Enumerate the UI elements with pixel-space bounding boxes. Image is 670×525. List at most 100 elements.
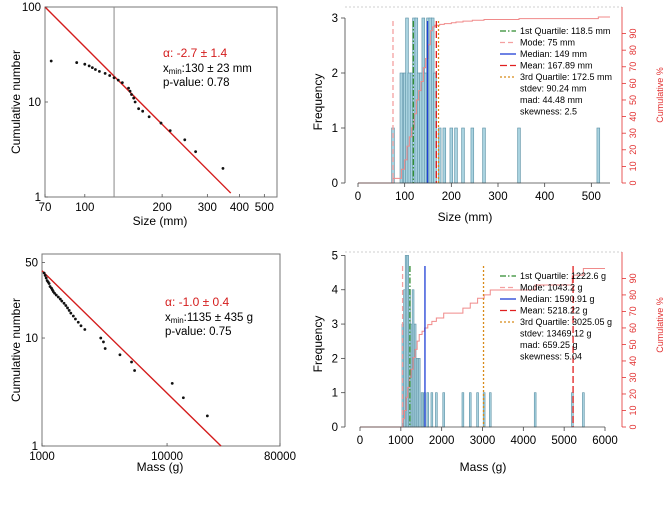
histogram-bar (435, 392, 438, 428)
stats-text: stdev: 13469.12 g (520, 329, 592, 339)
data-point (64, 304, 68, 307)
x-tick-label: 300 (488, 191, 507, 203)
x-tick-label: 500 (255, 202, 274, 214)
data-point (103, 347, 107, 350)
legend-label: 1st Quartile: 1222.6 g (520, 271, 606, 281)
data-point (205, 414, 209, 418)
y2-tick-label: 20 (628, 389, 638, 399)
histogram-bar (482, 392, 486, 428)
histogram-bar (461, 127, 465, 184)
size-powerlaw-panel: 70 100 200 300 400 500 1 10 100 Size (mm) Cumula… (9, 2, 278, 228)
y2-tick-label: 30 (628, 128, 638, 138)
y2-tick-label: 60 (628, 323, 638, 333)
data-point (54, 293, 58, 297)
x-axis-label: Size (mm) (438, 210, 493, 224)
legend-label: Mean: 5218.22 g (520, 306, 588, 316)
stats-text: mad: 44.48 mm (520, 95, 583, 105)
histogram-bar (449, 127, 454, 184)
xmin-prefix: x (163, 63, 169, 75)
legend-label: 1st Quartile: 118.5 mm (520, 26, 610, 36)
mass-powerlaw-panel: 1000 10000 80000 1 10 50 Mass (g) Cumulative … (9, 253, 296, 474)
x-tick-label: 400 (230, 202, 249, 214)
x-tick-label: 80000 (264, 451, 296, 463)
x-tick-label: 100 (75, 202, 94, 214)
data-point (56, 295, 60, 299)
y2-tick-label: 50 (628, 95, 638, 105)
x-axis-label: Mass (g) (460, 460, 507, 474)
histogram-bar (533, 392, 537, 428)
data-point (159, 121, 163, 125)
y-tick-label: 50 (25, 258, 38, 270)
xmin-annotation: xmin:1135 ± 435 g (165, 312, 253, 325)
y-axis-label: Cumulative number (9, 50, 23, 154)
pvalue-annotation: p-value: 0.75 (165, 326, 232, 338)
data-point (128, 89, 132, 93)
data-point (181, 396, 185, 400)
xmin-value: :1135 ± 435 g (184, 312, 253, 324)
histogram-bar (442, 392, 445, 428)
stats-text: skewness: 5.04 (520, 352, 582, 362)
x-tick-label: 1000 (29, 451, 55, 463)
data-point (83, 62, 87, 66)
data-point (112, 76, 116, 80)
plot-frame (44, 6, 278, 198)
x-tick-label: 70 (39, 202, 52, 214)
data-point (67, 309, 71, 312)
data-point (83, 328, 87, 331)
size-histogram-panel: 0 100 200 300 400 50001230102030405060708090 … (311, 6, 665, 224)
data-point (62, 301, 66, 305)
histogram-bar (413, 323, 417, 428)
x-tick-label: 200 (442, 191, 461, 203)
data-point (42, 271, 46, 275)
legend-label: Mode: 1043.2 g (520, 283, 583, 293)
axis-ticks: 0 1000 2000 3000 4000 5000 6000012345010203040… (332, 250, 638, 447)
data-point (108, 74, 112, 77)
x-tick-label: 0 (357, 435, 363, 447)
alpha-annotation: α: -1.0 ± 0.4 (165, 295, 230, 309)
data-point (130, 360, 133, 364)
data-point (147, 115, 151, 119)
histogram-bar (596, 127, 601, 184)
data-point (168, 129, 172, 132)
data-point (87, 64, 91, 68)
histogram-bar (454, 127, 458, 184)
data-point (132, 96, 136, 100)
y-tick-label: 10 (28, 97, 41, 109)
y-axis-label: Frequency (311, 316, 325, 373)
y2-tick-label: 40 (628, 112, 638, 122)
data-point (221, 167, 225, 170)
data-point (60, 299, 64, 303)
histogram-bar (442, 127, 447, 184)
data-point (53, 291, 56, 295)
histogram-bar (482, 127, 486, 184)
data-point (99, 336, 103, 340)
fit-line (41, 270, 222, 447)
plot-marks (44, 6, 232, 197)
y-tick-label: 0 (332, 178, 338, 190)
histogram-bar (417, 358, 421, 428)
legend-label: Median: 1590.91 g (520, 294, 595, 304)
y2-tick-label: 80 (628, 290, 638, 300)
plot-frame (41, 253, 281, 447)
y-tick-label: 1 (332, 123, 338, 135)
legend-label: Mode: 75 mm (520, 38, 575, 48)
data-point (137, 107, 141, 111)
data-point (133, 100, 137, 104)
x-tick-label: 1000 (388, 435, 414, 447)
histogram-bar (470, 127, 475, 184)
y2-axis-label: Cumulative % (655, 297, 665, 353)
xmin-annotation: xmin:130 ± 23 mm (163, 63, 252, 76)
histogram-bar (430, 392, 434, 428)
legend-label: 3rd Quartile: 172.5 mm (520, 72, 612, 82)
y-axis-label: Cumulative number (9, 298, 23, 402)
xmin-value: :130 ± 23 mm (182, 63, 252, 75)
data-point (47, 282, 51, 285)
plot-marks (345, 251, 622, 428)
data-point (130, 93, 133, 96)
stats-text: mad: 659.25 g (520, 340, 578, 350)
data-point (127, 86, 130, 90)
y-tick-label: 0 (332, 422, 338, 434)
histogram-bar (399, 72, 404, 184)
